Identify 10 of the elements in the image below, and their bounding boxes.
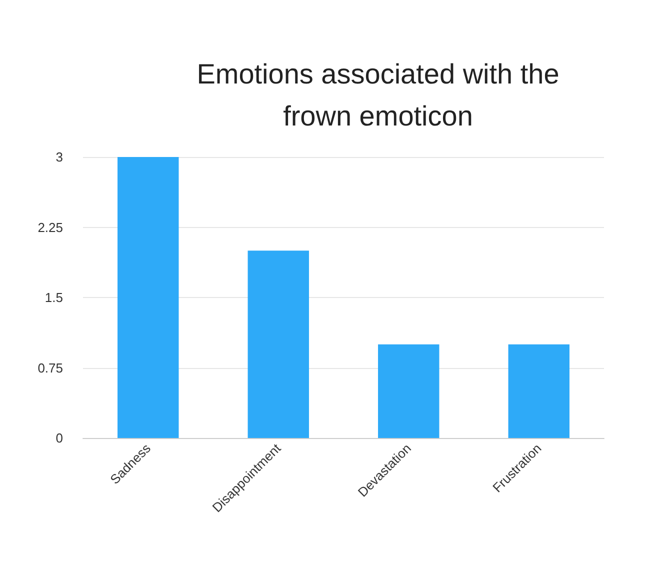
bar bbox=[118, 157, 179, 438]
chart-title: Emotions associated with the frown emoticon bbox=[196, 58, 560, 132]
y-tick-label: 0 bbox=[56, 430, 63, 446]
y-tick-label: 2.25 bbox=[38, 220, 63, 235]
y-tick-label: 3 bbox=[56, 150, 63, 164]
bar bbox=[378, 344, 440, 438]
y-tick-label: 1.5 bbox=[44, 290, 63, 305]
y-tick-label: 0.75 bbox=[38, 360, 63, 376]
bar bbox=[508, 344, 570, 438]
bar bbox=[248, 250, 309, 438]
